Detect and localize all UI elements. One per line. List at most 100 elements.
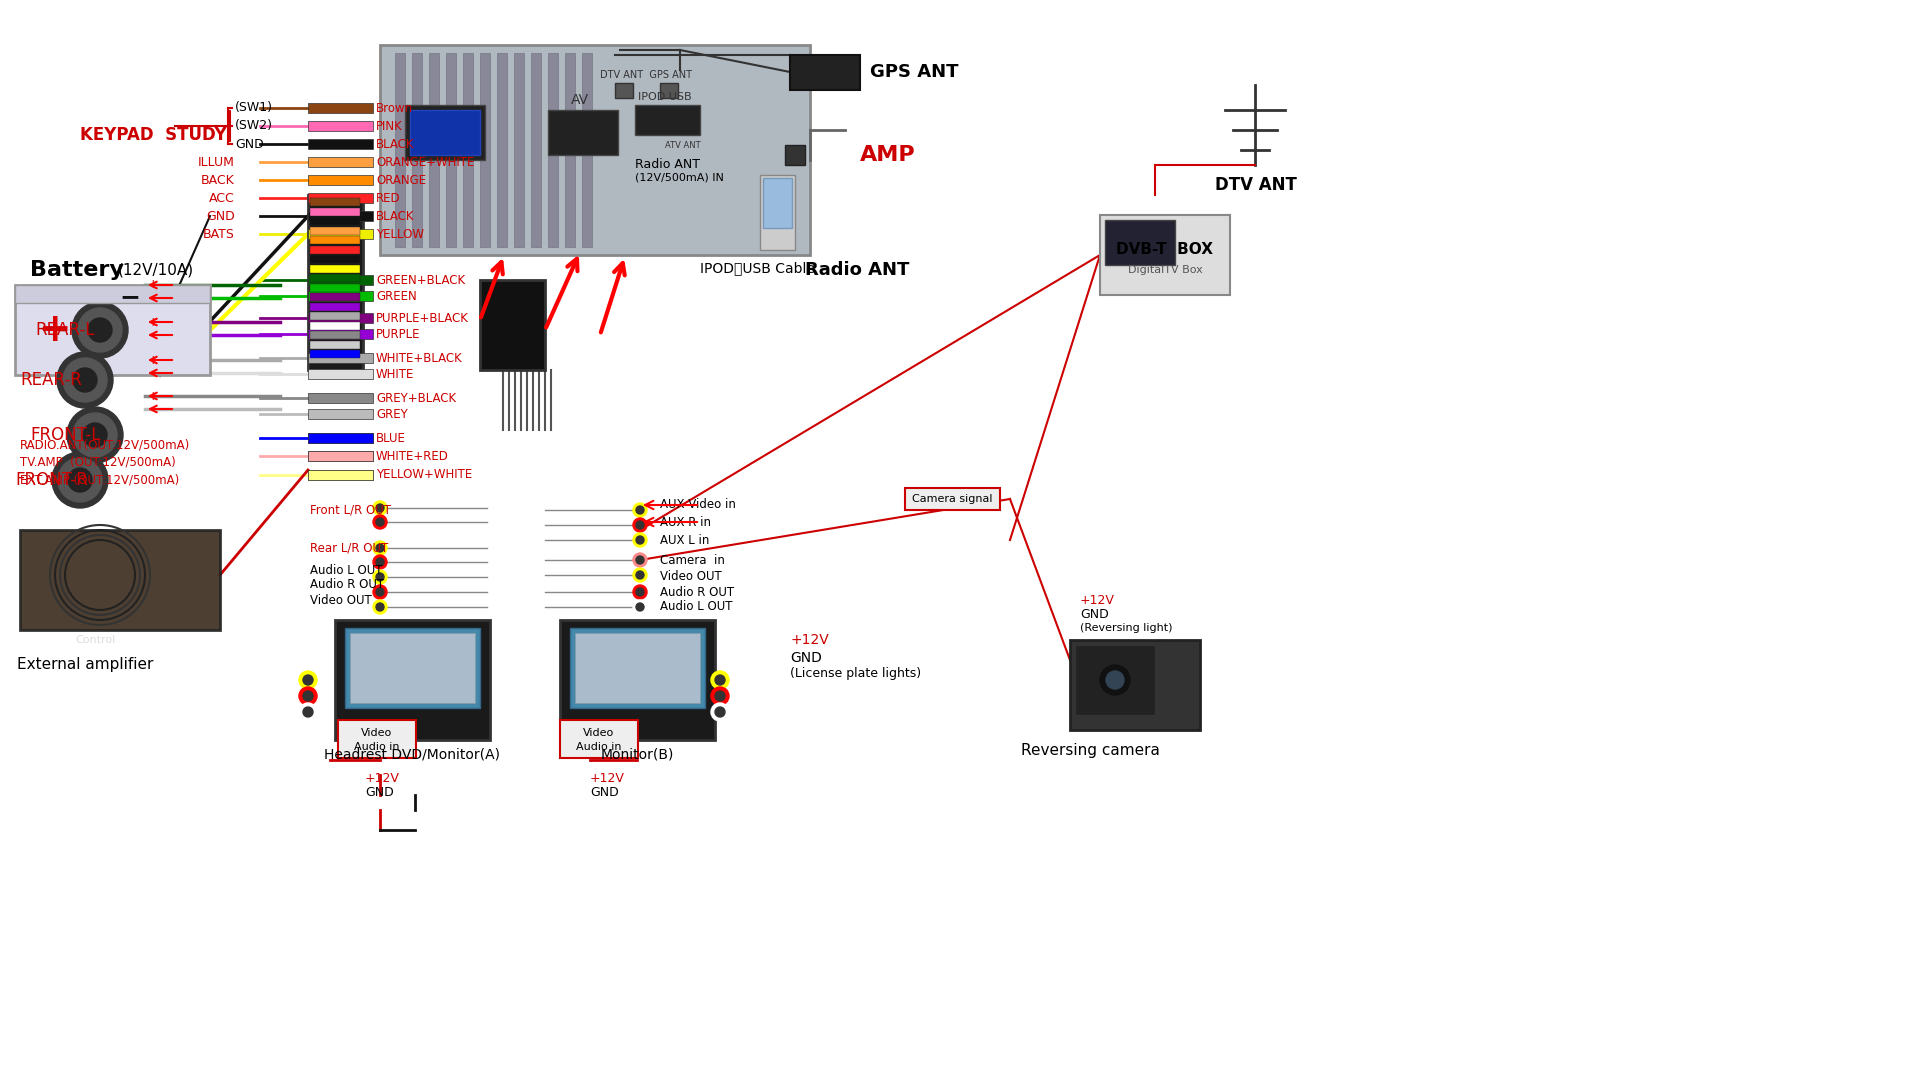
- Circle shape: [83, 423, 108, 447]
- Text: DVB-T  BOX: DVB-T BOX: [1117, 243, 1213, 257]
- Circle shape: [714, 707, 726, 717]
- Text: DTV ANT  GPS ANT: DTV ANT GPS ANT: [599, 70, 691, 80]
- Text: FRONT-L: FRONT-L: [31, 426, 100, 444]
- Bar: [15, 285, 209, 375]
- Bar: [480, 53, 490, 247]
- Text: WHITE: WHITE: [376, 367, 415, 380]
- Bar: [309, 330, 361, 339]
- Bar: [309, 227, 361, 234]
- Bar: [614, 83, 634, 98]
- Bar: [307, 313, 372, 323]
- Circle shape: [73, 302, 129, 357]
- Text: REAR-L: REAR-L: [35, 321, 94, 339]
- Circle shape: [372, 501, 388, 515]
- Circle shape: [634, 553, 647, 567]
- Bar: [307, 329, 372, 339]
- Bar: [338, 720, 417, 758]
- Bar: [660, 83, 678, 98]
- Bar: [582, 53, 591, 247]
- Bar: [307, 195, 363, 370]
- Bar: [785, 145, 804, 165]
- Text: AV: AV: [570, 93, 589, 107]
- Text: +: +: [38, 311, 71, 349]
- Circle shape: [634, 600, 647, 615]
- Bar: [307, 470, 372, 480]
- Circle shape: [634, 568, 647, 582]
- Bar: [307, 211, 372, 221]
- Text: −: −: [119, 285, 140, 309]
- Text: AUX L in: AUX L in: [660, 534, 708, 546]
- Text: ORANGE+WHITE: ORANGE+WHITE: [376, 156, 474, 168]
- Circle shape: [636, 588, 643, 596]
- Text: Video: Video: [361, 728, 392, 738]
- Text: AUX R in: AUX R in: [660, 515, 710, 528]
- Bar: [307, 291, 372, 301]
- Text: Audio L OUT: Audio L OUT: [309, 564, 382, 577]
- Text: GREY: GREY: [376, 407, 407, 420]
- Text: GND: GND: [234, 137, 263, 150]
- Circle shape: [300, 703, 317, 721]
- Bar: [309, 340, 361, 349]
- Text: ILLUM: ILLUM: [198, 156, 234, 168]
- Bar: [561, 620, 714, 740]
- Bar: [309, 198, 361, 206]
- Text: (12V/10A): (12V/10A): [117, 262, 194, 278]
- Text: Video OUT: Video OUT: [309, 594, 372, 607]
- Text: PURPLE+BLACK: PURPLE+BLACK: [376, 311, 468, 324]
- Circle shape: [634, 503, 647, 517]
- Bar: [309, 217, 361, 225]
- Circle shape: [1106, 671, 1123, 689]
- Bar: [15, 285, 209, 303]
- Bar: [19, 530, 221, 630]
- Text: RED: RED: [376, 191, 401, 204]
- Text: +: +: [148, 315, 159, 328]
- Text: PURPLE: PURPLE: [376, 327, 420, 340]
- Circle shape: [714, 675, 726, 685]
- Text: RADIO.ANT(OUT:12V/500mA): RADIO.ANT(OUT:12V/500mA): [19, 438, 190, 451]
- Text: Radio ANT: Radio ANT: [804, 261, 910, 279]
- Text: AUX Video in: AUX Video in: [660, 499, 735, 512]
- Circle shape: [636, 556, 643, 564]
- Bar: [570, 627, 705, 708]
- Bar: [309, 237, 361, 244]
- Circle shape: [58, 458, 102, 502]
- Bar: [309, 265, 361, 272]
- Bar: [307, 451, 372, 461]
- Text: KEYPAD  STUDY: KEYPAD STUDY: [81, 126, 227, 144]
- Text: (SW2): (SW2): [234, 120, 273, 133]
- Text: GPS ANT: GPS ANT: [870, 63, 958, 81]
- Bar: [307, 121, 372, 131]
- Bar: [307, 353, 372, 363]
- Circle shape: [79, 308, 123, 352]
- Text: +: +: [148, 390, 159, 403]
- Bar: [307, 139, 372, 149]
- Circle shape: [636, 603, 643, 611]
- Text: Video: Video: [584, 728, 614, 738]
- Text: Radio ANT: Radio ANT: [636, 159, 701, 172]
- Text: (Reversing light): (Reversing light): [1079, 623, 1173, 633]
- Circle shape: [376, 588, 384, 596]
- Text: GREEN: GREEN: [376, 289, 417, 302]
- Bar: [547, 53, 559, 247]
- Bar: [762, 178, 791, 228]
- Bar: [904, 488, 1000, 510]
- Bar: [309, 245, 361, 254]
- Text: BACK: BACK: [202, 174, 234, 187]
- Text: +12V: +12V: [789, 633, 829, 647]
- Circle shape: [1100, 665, 1131, 696]
- Circle shape: [303, 691, 313, 701]
- Circle shape: [73, 413, 117, 457]
- Text: GREEN+BLACK: GREEN+BLACK: [376, 273, 465, 286]
- Text: Control: Control: [75, 635, 115, 645]
- Bar: [309, 207, 361, 216]
- Bar: [463, 53, 472, 247]
- Text: Audio in: Audio in: [355, 742, 399, 752]
- Bar: [349, 633, 474, 703]
- Text: GND: GND: [205, 210, 234, 222]
- Text: GREY+BLACK: GREY+BLACK: [376, 391, 457, 405]
- Bar: [561, 720, 637, 758]
- Text: YELLOW+WHITE: YELLOW+WHITE: [376, 469, 472, 482]
- Text: +: +: [148, 353, 159, 366]
- Bar: [1100, 215, 1231, 295]
- Bar: [497, 53, 507, 247]
